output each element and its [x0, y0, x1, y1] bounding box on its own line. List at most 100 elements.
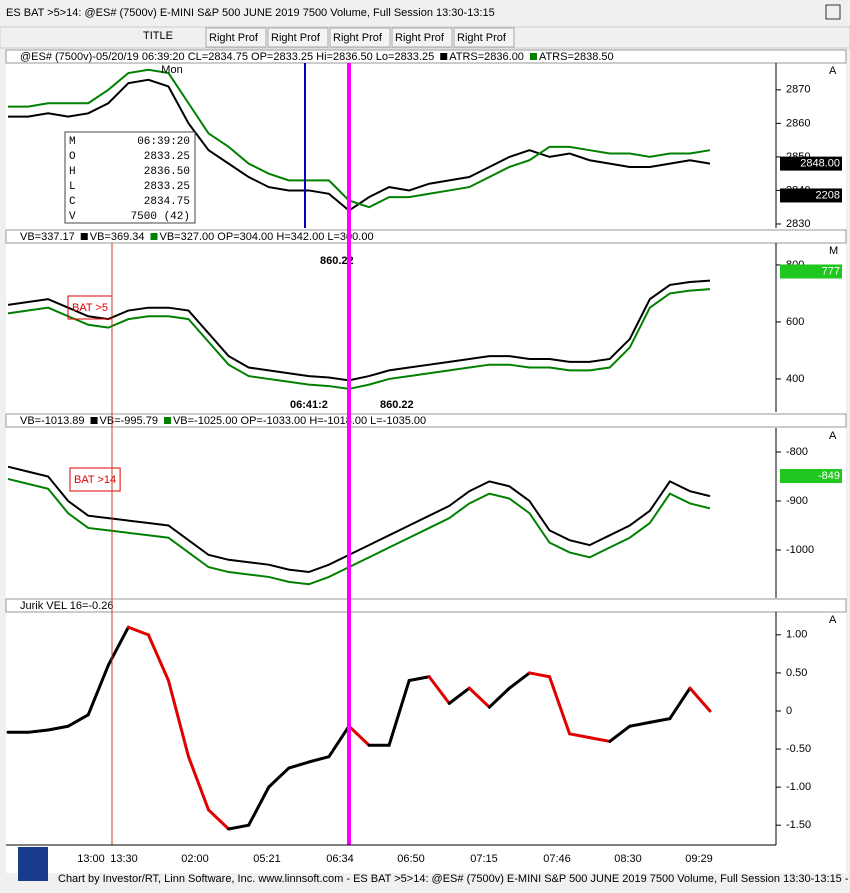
jurik-segment: [588, 736, 612, 743]
data-window-key: H: [69, 166, 76, 178]
pane-corner[interactable]: M: [829, 245, 838, 257]
header-swatch: [163, 417, 171, 424]
annotation: Mon: [161, 64, 182, 76]
data-window-value: 06:39:20: [137, 136, 190, 148]
y-tick-label: -1.50: [786, 819, 811, 831]
jurik-segment: [26, 728, 50, 734]
window-title: ES BAT >5>14: @ES# (7500v) E-MINI S&P 50…: [6, 7, 495, 19]
indicator-line: [8, 68, 711, 209]
x-tick-label: 09:29: [685, 853, 713, 865]
price-label-bg: [780, 156, 842, 171]
jurik-segment: [407, 675, 431, 683]
pane-header-text: VB=-1025.00 OP=-1033.00 H=-1018.00 L=-10…: [173, 415, 426, 427]
jurik-segment: [608, 724, 632, 743]
price-label: 2848.00: [800, 158, 840, 170]
header-swatch: [90, 417, 98, 424]
y-tick-label: 1.00: [786, 629, 807, 641]
jurik-segment: [187, 755, 211, 812]
y-tick-label: 2870: [786, 84, 810, 96]
price-label-bg: [780, 264, 842, 279]
jurik-segment: [507, 671, 531, 690]
jurik-segment: [447, 686, 471, 705]
pane-header-text: VB=337.17: [20, 231, 75, 243]
toolbar-button[interactable]: [267, 27, 329, 48]
toolbar-button[interactable]: [205, 27, 267, 48]
jurik-segment: [126, 625, 150, 637]
jurik-segment: [327, 724, 351, 759]
header-swatch: [529, 53, 537, 60]
y-tick-label: 600: [786, 316, 804, 328]
data-window-value: 2833.25: [144, 181, 190, 193]
pane-header: [5, 598, 847, 613]
toolbar-button[interactable]: [453, 27, 515, 48]
pane-corner[interactable]: A: [829, 430, 837, 442]
x-tick-label: 13:30: [110, 853, 138, 865]
annotation: 06:41:2: [290, 399, 328, 411]
indicator-line: [7, 465, 711, 574]
toolbar-button[interactable]: [391, 27, 453, 48]
x-tick-label: 08:30: [614, 853, 642, 865]
y-tick-label: -1.00: [786, 781, 811, 793]
jurik-segment: [307, 755, 331, 764]
pane-header: [5, 413, 847, 428]
jurik-segment: [66, 713, 90, 728]
pane-header-text: VB=-995.79: [100, 415, 158, 427]
price-label-bg: [780, 469, 842, 484]
jurik-segment: [46, 724, 70, 732]
y-tick-label: 400: [786, 373, 804, 385]
toolbar-button[interactable]: [329, 27, 391, 48]
x-tick-label: 07:46: [543, 853, 571, 865]
header-swatch: [440, 53, 448, 60]
y-tick-label: -0.50: [786, 743, 811, 755]
axis-background: [776, 51, 846, 873]
pane-header: [5, 49, 847, 64]
indicator-line: [7, 477, 711, 586]
pane-header: [5, 229, 847, 244]
x-tick-label: 06:50: [397, 853, 425, 865]
y-tick-label: 0.50: [786, 667, 807, 679]
toolbar-button-label: Right Prof: [209, 32, 259, 44]
pane-corner[interactable]: A: [829, 614, 837, 626]
toolbar-button-label: Right Prof: [395, 32, 445, 44]
toolbar-button-label: Right Prof: [457, 32, 507, 44]
pane-corner[interactable]: A: [829, 65, 837, 77]
jurik-segment: [668, 686, 692, 721]
data-window-key: V: [69, 211, 76, 223]
jurik-segment: [527, 671, 552, 679]
data-window-key: C: [69, 196, 76, 208]
pane-header-text: Jurik VEL 16=-0.26: [20, 600, 113, 612]
annotation: 860.22: [320, 255, 354, 267]
logo: [18, 847, 48, 881]
price-label: -849: [818, 470, 840, 482]
y-tick-label: 2860: [786, 117, 810, 129]
jurik-segment: [287, 760, 311, 770]
header-swatch: [150, 233, 158, 240]
close-button[interactable]: [825, 4, 841, 20]
jurik-segment: [247, 785, 271, 827]
jurik-segment: [487, 686, 511, 709]
jurik-segment: [648, 717, 672, 724]
indicator-line: [7, 288, 711, 390]
jurik-segment: [227, 823, 251, 831]
y-tick-label: 0: [786, 705, 792, 717]
data-window-value: 2833.25: [144, 151, 190, 163]
data-window-key: M: [69, 136, 76, 148]
data-window-key: L: [69, 181, 76, 193]
x-tick-label: 02:00: [181, 853, 209, 865]
price-label: 777: [822, 265, 840, 277]
jurik-segment: [86, 663, 110, 717]
indicator-line: [7, 279, 711, 382]
data-window-key: O: [69, 151, 76, 163]
jurik-segment: [166, 679, 191, 759]
pane-header-text: ATRS=2836.00: [449, 51, 524, 63]
data-window-value: 2834.75: [144, 196, 190, 208]
pane-header-text: VB=369.34: [90, 231, 145, 243]
pane-header-text: ATRS=2838.50: [539, 51, 614, 63]
annotation: BAT >5: [72, 302, 108, 314]
footer: Chart by Investor/RT, Linn Software, Inc…: [58, 873, 849, 885]
header-swatch: [80, 233, 88, 240]
jurik-segment: [688, 686, 712, 713]
y-tick-label: -900: [786, 495, 808, 507]
pane-header-text: @ES# (7500v)-05/20/19 06:39:20 CL=2834.7…: [20, 51, 434, 63]
